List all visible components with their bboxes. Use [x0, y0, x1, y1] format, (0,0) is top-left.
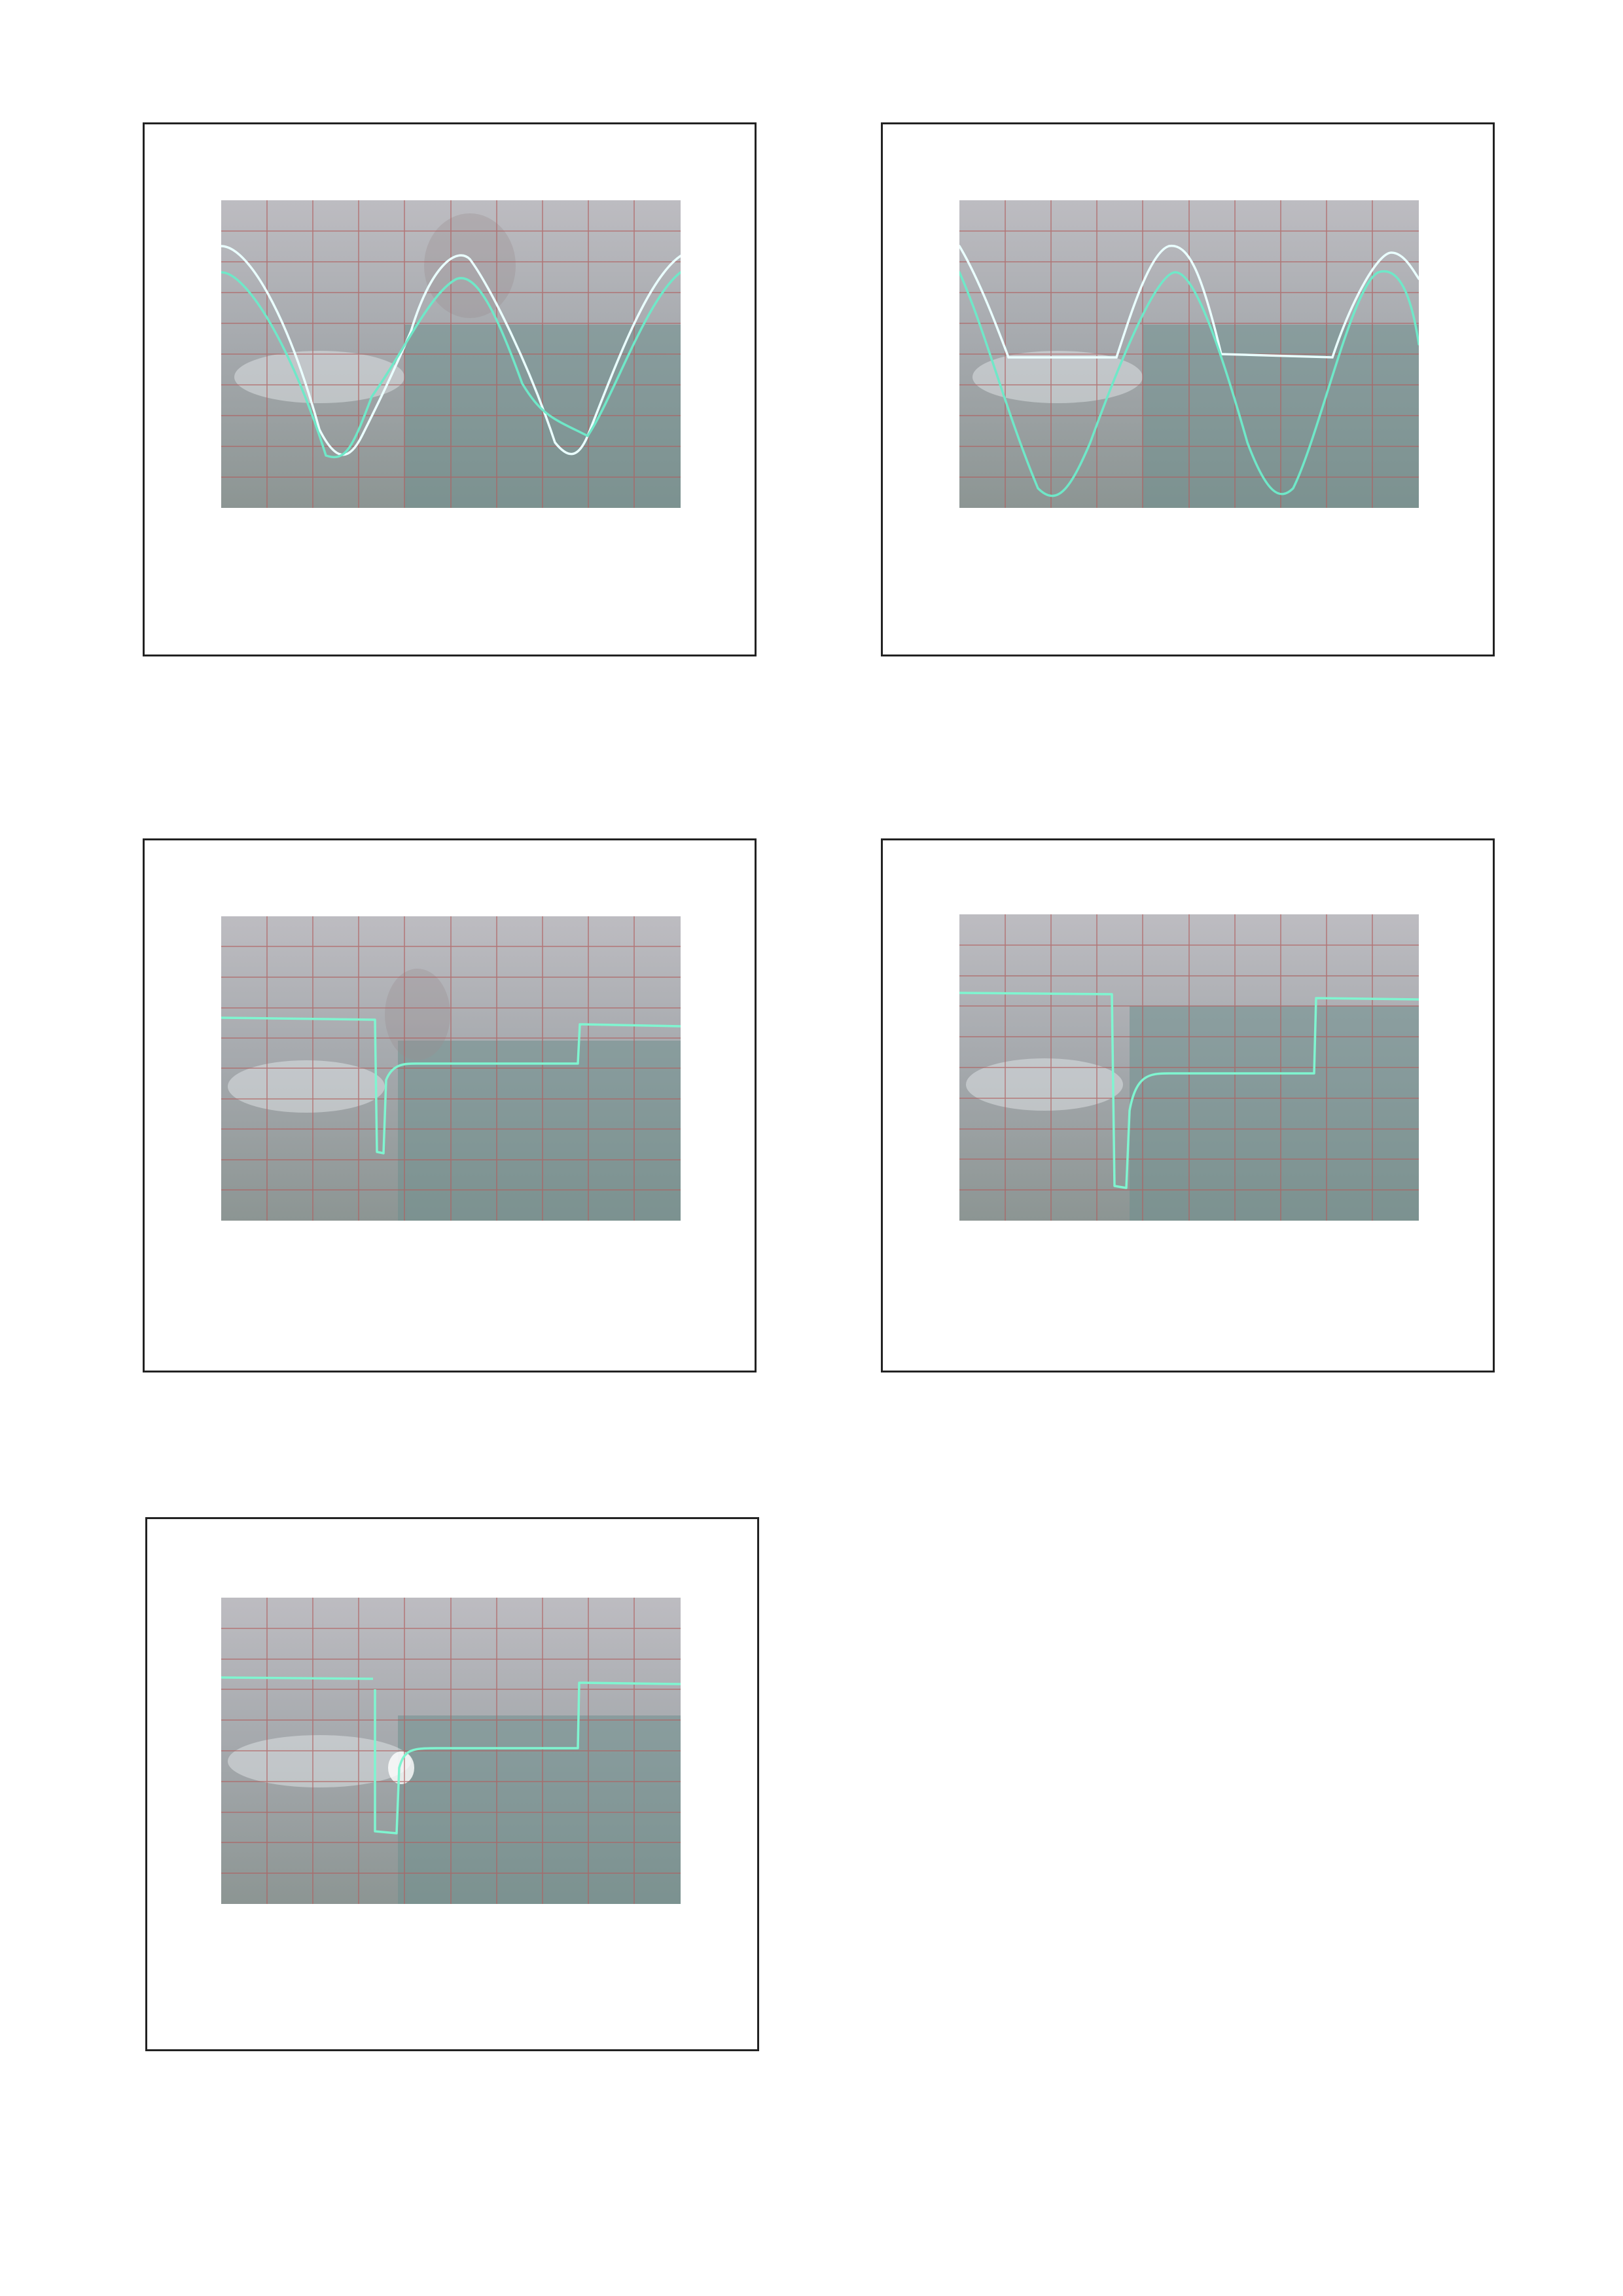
photo-frame-1 [143, 122, 757, 656]
photo-frame-5 [145, 1517, 759, 2051]
oscilloscope-photo-1 [221, 200, 681, 508]
oscilloscope-photo-5 [221, 1598, 681, 1904]
oscilloscope-photo-2 [959, 200, 1419, 508]
photo-frame-2 [881, 122, 1495, 656]
oscilloscope-photo-3 [221, 916, 681, 1221]
photo-frame-3 [143, 838, 757, 1372]
photo-frame-4 [881, 838, 1495, 1372]
oscilloscope-photo-4 [959, 914, 1419, 1221]
